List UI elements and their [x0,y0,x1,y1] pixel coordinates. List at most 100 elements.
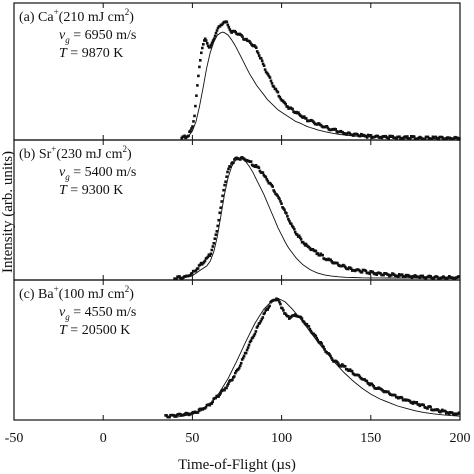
data-point [395,137,398,141]
velocity-value: = 4550 m/s [70,305,137,320]
x-tick-label: -50 [5,431,24,446]
data-point [203,39,206,42]
data-point [272,189,275,192]
data-point [214,396,217,400]
data-point [346,267,350,271]
fluence-close: ) [127,147,132,162]
data-point [266,308,269,311]
data-point [434,135,438,139]
data-point [301,240,305,244]
data-point [183,134,186,138]
panel-title: (c) Ba+(100 mJ cm2) [19,284,134,302]
data-point [211,400,214,404]
data-point [287,315,290,318]
data-point [214,233,218,236]
data-point [436,275,439,279]
data-point [217,395,220,398]
data-point [430,137,434,141]
data-point [212,242,216,245]
data-point [261,316,265,319]
data-point [227,167,230,171]
data-point [245,348,249,352]
data-point [437,408,440,412]
data-point [191,125,194,128]
data-point [329,354,332,358]
data-point [203,259,207,263]
velocity-subscript: g [65,312,70,322]
data-point [274,298,277,302]
data-point [269,79,273,83]
data-point [268,304,271,308]
panel-annotation: (a) Ca+(210 mJ cm2)vg = 6950 m/sT = 9870… [19,7,136,61]
data-point [195,94,198,97]
x-tick-label: 50 [185,431,199,446]
data-point [254,164,258,167]
data-point [271,185,274,188]
data-point [253,165,257,168]
data-point [368,383,371,387]
data-point [314,334,318,338]
data-point [447,412,451,416]
data-point [297,111,300,114]
data-point [403,275,407,278]
velocity-value: = 6950 m/s [70,28,137,43]
data-point [322,345,325,349]
data-point [432,277,435,280]
data-point [418,276,422,279]
data-point [190,127,193,130]
data-point [221,22,225,25]
data-point [323,348,326,351]
data-point [369,134,373,137]
data-point [300,317,304,320]
data-point [236,368,240,371]
data-point [262,64,266,67]
fit-curve [183,31,460,139]
data-point [212,37,216,40]
data-point [400,396,404,400]
data-point [380,136,384,140]
data-point [280,202,283,205]
data-point [218,393,221,397]
data-point [226,384,229,387]
panel-frame [13,279,461,421]
data-point [192,120,195,123]
data-point [270,82,274,85]
data-point [168,415,171,419]
data-point [456,136,459,140]
data-point [364,269,368,273]
panel-label: (a) Ca [19,10,54,25]
panel-annotation: (b) Sr+(230 mJ cm2)vg = 5400 m/sT = 9300… [19,144,136,198]
temperature-symbol: T [59,183,68,198]
data-point [216,26,220,30]
data-point [263,68,267,71]
data-point [208,45,212,49]
temperature-label: T = 20500 K [59,323,130,338]
data-point [305,323,309,326]
data-point [209,43,213,47]
data-point [239,361,243,365]
data-point [365,379,369,383]
data-point [257,54,261,57]
data-point [264,309,267,312]
data-point [211,245,215,248]
data-point [202,43,205,46]
data-point [221,194,224,198]
data-point [390,273,393,277]
data-point [267,306,270,309]
velocity-value: = 5400 m/s [70,165,137,180]
data-point [218,211,221,215]
velocity-subscript: g [65,35,70,45]
fluence-exponent: 2 [125,7,130,17]
panel-annotation: (c) Ba+(100 mJ cm2)vg = 4550 m/sT = 2050… [19,284,136,338]
data-point [213,237,217,240]
data-point [226,23,230,27]
data-point [320,342,323,345]
data-point [268,76,272,79]
data-point [206,255,210,259]
temperature-symbol: T [59,323,68,338]
ion-charge: + [54,284,59,294]
data-point [266,179,270,183]
data-point [352,134,355,137]
data-point [304,242,308,246]
